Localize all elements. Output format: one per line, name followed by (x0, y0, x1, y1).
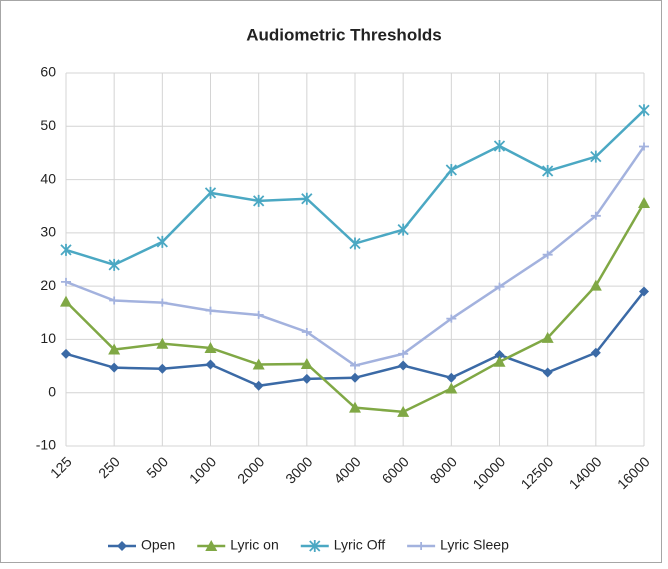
y-tick-label: 60 (40, 64, 56, 80)
marker (349, 237, 361, 250)
marker (204, 341, 217, 353)
y-tick-label: 40 (40, 170, 56, 186)
marker (445, 382, 458, 394)
marker (493, 355, 506, 367)
marker (397, 405, 410, 417)
marker (109, 362, 120, 373)
marker (253, 380, 264, 391)
marker (590, 150, 602, 163)
marker (542, 367, 553, 378)
marker (590, 211, 601, 220)
marker (204, 186, 217, 199)
marker (494, 282, 505, 291)
marker (493, 140, 506, 153)
marker (445, 163, 457, 176)
marker (416, 542, 427, 550)
marker (156, 235, 168, 248)
marker (638, 197, 650, 209)
marker (252, 358, 265, 370)
marker (60, 243, 72, 256)
marker (157, 298, 168, 307)
marker (157, 363, 168, 374)
marker (117, 541, 127, 551)
marker (205, 359, 216, 370)
marker (60, 295, 72, 307)
marker (309, 540, 321, 552)
legend-label: Lyric Sleep (440, 537, 509, 553)
y-tick-label: 50 (40, 117, 56, 133)
marker (446, 314, 457, 323)
marker (542, 165, 554, 178)
marker (300, 357, 313, 369)
y-tick-label: 10 (40, 330, 56, 346)
marker (205, 540, 218, 551)
marker (590, 347, 601, 358)
marker (541, 331, 554, 343)
y-tick-label: 30 (40, 224, 56, 240)
marker (109, 296, 120, 305)
marker (542, 250, 553, 259)
marker (638, 104, 650, 117)
marker (350, 361, 360, 370)
marker (398, 360, 409, 371)
marker (301, 373, 312, 384)
marker (108, 343, 121, 355)
marker (349, 401, 361, 413)
chart-title: Audiometric Thresholds (246, 25, 442, 44)
legend-label: Lyric on (230, 537, 279, 553)
marker (61, 348, 71, 359)
marker (397, 223, 409, 236)
marker (301, 192, 313, 205)
marker (156, 337, 169, 349)
marker (350, 372, 360, 383)
legend-label: Open (141, 537, 175, 553)
y-tick-label: 0 (48, 383, 56, 399)
marker (253, 310, 264, 319)
y-tick-label: -10 (36, 437, 56, 453)
marker (446, 372, 457, 383)
legend-label: Lyric Off (334, 537, 385, 553)
marker (61, 277, 71, 286)
marker (398, 349, 409, 358)
marker (639, 142, 649, 151)
y-tick-label: 20 (40, 277, 56, 293)
marker (301, 327, 312, 336)
marker (205, 306, 216, 315)
marker (253, 194, 265, 207)
marker (108, 258, 120, 271)
marker (639, 286, 649, 297)
marker (589, 279, 602, 291)
marker (494, 349, 505, 360)
